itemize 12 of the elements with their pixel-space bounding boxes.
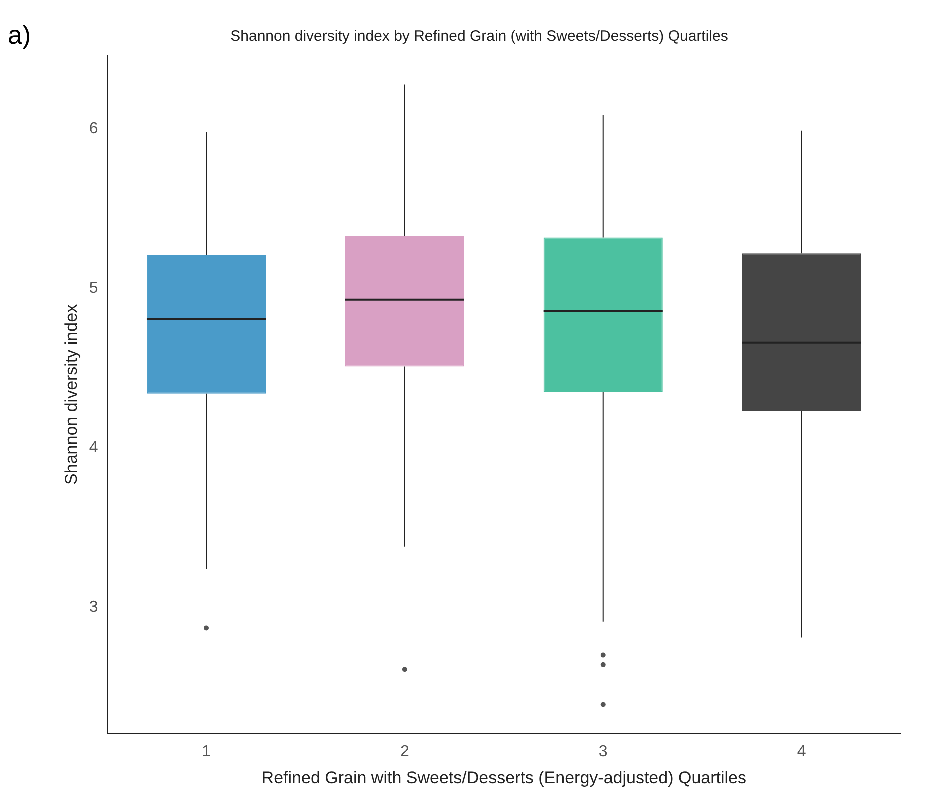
x-tick-label: 3	[598, 743, 608, 760]
x-tick-label: 4	[797, 743, 806, 760]
chart-title: Shannon diversity index by Refined Grain (with Sweets/Desserts) Quartiles	[230, 28, 728, 46]
y-axis-title: Shannon diversity index	[62, 304, 81, 485]
x-tick-label: 1	[202, 743, 212, 760]
x-tick-label: 2	[400, 743, 410, 760]
y-tick-label: 4	[89, 440, 98, 456]
y-tick-label: 3	[89, 598, 98, 616]
text: a)	[8, 20, 32, 51]
y-tick-label: 6	[89, 120, 98, 138]
x-axis-title: Refined Grain with Sweets/Desserts (Energy-adjusted) Quartiles	[262, 768, 746, 788]
y-tick-label: 5	[89, 280, 98, 298]
